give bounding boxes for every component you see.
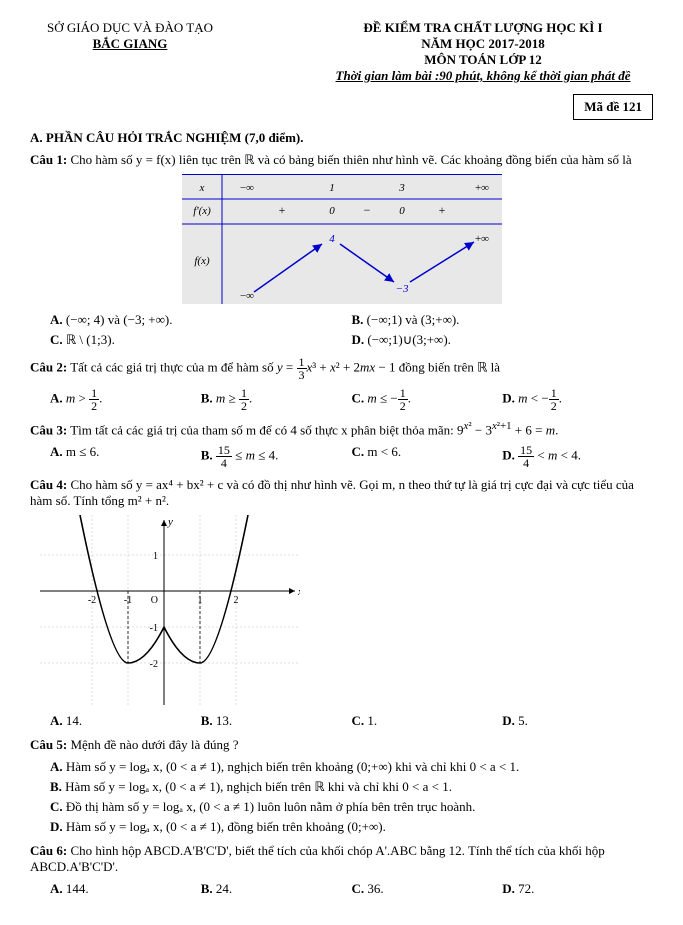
q6-options: A. 144. B. 24. C. 36. D. 72. <box>50 879 653 899</box>
q6-a: A. 144. <box>50 879 201 899</box>
svg-text:−∞: −∞ <box>239 182 253 194</box>
q5-options: A. Hàm số y = logₐ x, (0 < a ≠ 1), nghịc… <box>30 757 653 837</box>
header-right: ĐỀ KIỂM TRA CHẤT LƯỢNG HỌC KÌ I NĂM HỌC … <box>313 20 653 84</box>
q5-c: C. Đồ thị hàm số y = logₐ x, (0 < a ≠ 1)… <box>30 797 673 817</box>
svg-text:O: O <box>151 595 158 606</box>
svg-text:1: 1 <box>329 182 335 194</box>
svg-text:2: 2 <box>234 595 239 606</box>
q4-c: C. 1. <box>352 711 503 731</box>
svg-text:−∞: −∞ <box>239 290 253 302</box>
q2-c: C. m ≤ −12. <box>352 385 503 414</box>
svg-text:+∞: +∞ <box>474 233 488 245</box>
quartic-graph-svg: x y -2 -1 1 2 1 -1 -2 O <box>40 515 300 705</box>
exam-time: Thời gian làm bài :90 phút, không kể thờ… <box>313 68 653 84</box>
section-a-title: A. PHẦN CÂU HỎI TRẮC NGHIỆM (7,0 điểm). <box>30 130 653 146</box>
svg-text:+∞: +∞ <box>474 182 488 194</box>
exam-code-box: Mã đề 121 <box>573 94 653 120</box>
svg-text:+: + <box>278 203 285 217</box>
svg-text:x: x <box>297 586 300 598</box>
svg-text:3: 3 <box>398 182 405 194</box>
svg-text:y: y <box>167 516 173 528</box>
exam-title-1: ĐỀ KIỂM TRA CHẤT LƯỢNG HỌC KÌ I <box>313 20 653 36</box>
q5-text: Mệnh đề nào dưới đây là đúng ? <box>70 737 238 752</box>
svg-text:-1: -1 <box>150 623 158 634</box>
exam-code: Mã đề 121 <box>30 94 653 120</box>
q5-d: D. Hàm số y = logₐ x, (0 < a ≠ 1), đồng … <box>30 817 673 837</box>
svg-text:+: + <box>438 203 445 217</box>
svg-text:-2: -2 <box>88 595 96 606</box>
header-left: SỞ GIÁO DỤC VÀ ĐÀO TẠO BẮC GIANG <box>30 20 230 84</box>
q5-a: A. Hàm số y = logₐ x, (0 < a ≠ 1), nghịc… <box>30 757 673 777</box>
q4-text: Cho hàm số y = ax⁴ + bx² + c và có đồ th… <box>30 477 634 508</box>
svg-text:−: − <box>363 203 370 217</box>
question-4: Câu 4: Cho hàm số y = ax⁴ + bx² + c và c… <box>30 477 653 509</box>
q4-graph: x y -2 -1 1 2 1 -1 -2 O <box>40 515 653 709</box>
q3-a: A. m ≤ 6. <box>50 442 201 471</box>
q1-a: A. (−∞; 4) và (−3; +∞). <box>50 310 352 330</box>
page-header: SỞ GIÁO DỤC VÀ ĐÀO TẠO BẮC GIANG ĐỀ KIỂM… <box>30 20 653 84</box>
q1-text: Cho hàm số y = f(x) liên tục trên ℝ và c… <box>70 152 631 167</box>
q6-text: Cho hình hộp ABCD.A'B'C'D', biết thể tíc… <box>30 843 605 874</box>
q3-options: A. m ≤ 6. B. 154 ≤ m ≤ 4. C. m < 6. D. 1… <box>50 442 653 471</box>
exam-title-2: NĂM HỌC 2017-2018 <box>313 36 653 52</box>
exam-title-3: MÔN TOÁN LỚP 12 <box>313 52 653 68</box>
q4-options: A. 14. B. 13. C. 1. D. 5. <box>50 711 653 731</box>
q6-c: C. 36. <box>352 879 503 899</box>
q2-b: B. m ≥ 12. <box>201 385 352 414</box>
dept-line1: SỞ GIÁO DỤC VÀ ĐÀO TẠO <box>30 20 230 36</box>
q3-d: D. 154 < m < 4. <box>502 442 653 471</box>
q6-b: B. 24. <box>201 879 352 899</box>
question-3: Câu 3: Tìm tất cả các giá trị của tham s… <box>30 420 653 438</box>
svg-text:-2: -2 <box>150 659 158 670</box>
q5-b: B. Hàm số y = logₐ x, (0 < a ≠ 1), nghịc… <box>30 777 673 797</box>
svg-text:−3: −3 <box>395 283 408 295</box>
q2-a: A. m > 12. <box>50 385 201 414</box>
svg-text:4: 4 <box>329 233 335 245</box>
question-1: Câu 1: Cho hàm số y = f(x) liên tục trên… <box>30 152 653 168</box>
svg-text:f'(x): f'(x) <box>193 205 211 217</box>
variation-table-svg: x −∞ 1 3 +∞ f'(x) + 0 − 0 + f(x) −∞ 4 −3… <box>182 174 502 304</box>
q1-c: C. ℝ \ (1;3). <box>50 330 352 350</box>
q4-b: B. 13. <box>201 711 352 731</box>
question-2: Câu 2: Tất cả các giá trị thực của m để … <box>30 356 653 381</box>
q3-c: C. m < 6. <box>352 442 503 471</box>
q3-b: B. 154 ≤ m ≤ 4. <box>201 442 352 471</box>
question-5: Câu 5: Mệnh đề nào dưới đây là đúng ? <box>30 737 653 753</box>
q2-options: A. m > 12. B. m ≥ 12. C. m ≤ −12. D. m <… <box>50 385 653 414</box>
q1-options: A. (−∞; 4) và (−3; +∞). B. (−∞;1) và (3;… <box>50 310 653 350</box>
dept-line2: BẮC GIANG <box>30 36 230 52</box>
q4-a: A. 14. <box>50 711 201 731</box>
svg-text:1: 1 <box>153 551 158 562</box>
q1-d: D. (−∞;1)∪(3;+∞). <box>352 330 654 350</box>
svg-text:0: 0 <box>399 205 405 217</box>
q2-d: D. m < −12. <box>502 385 653 414</box>
svg-text:x: x <box>198 182 204 194</box>
q6-d: D. 72. <box>502 879 653 899</box>
variation-table: x −∞ 1 3 +∞ f'(x) + 0 − 0 + f(x) −∞ 4 −3… <box>182 174 502 304</box>
question-6: Câu 6: Cho hình hộp ABCD.A'B'C'D', biết … <box>30 843 653 875</box>
svg-text:f(x): f(x) <box>194 255 210 267</box>
svg-text:0: 0 <box>329 205 335 217</box>
q4-d: D. 5. <box>502 711 653 731</box>
q1-b: B. (−∞;1) và (3;+∞). <box>352 310 654 330</box>
